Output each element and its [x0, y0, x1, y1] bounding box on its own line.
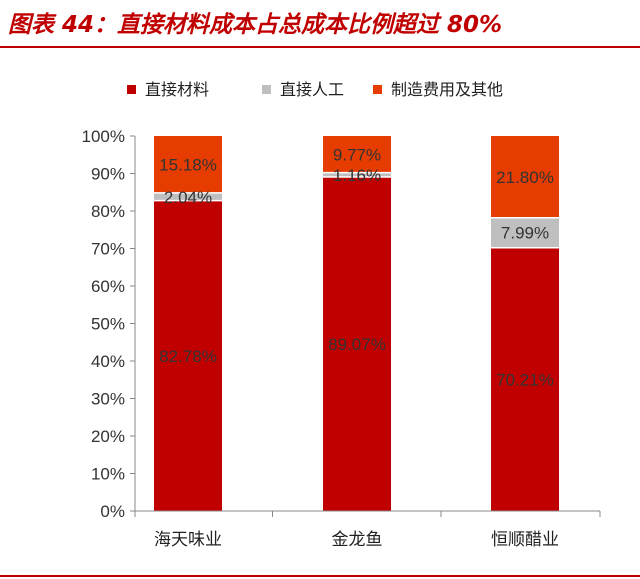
y-tick-label: 90% [91, 165, 125, 184]
x-category-label: 恒顺醋业 [491, 530, 559, 550]
legend-swatch-direct-labor [262, 85, 271, 94]
x-axis: 海天味业 金龙鱼 恒顺醋业 [134, 510, 601, 550]
data-label-direct-labor: 7.99% [501, 224, 549, 243]
data-label-direct-material: 89.07% [328, 335, 386, 354]
y-axis: 0% 10% 20% 30% 40% 50% 60% 70% 80% 90% 100% [82, 127, 136, 521]
y-tick-label: 60% [91, 277, 125, 296]
y-tick-label: 100% [82, 127, 125, 146]
chart-legend: 直接材料 直接人工 制造费用及其他 [127, 80, 503, 99]
data-labels: 82.78% 2.04% 15.18% 89.07% 1.16% 9.77% 70.21% 7… [159, 145, 554, 389]
data-label-direct-material: 82.78% [159, 347, 217, 366]
y-tick-label: 10% [91, 465, 125, 484]
bar-segment-manufacturing [323, 136, 391, 173]
legend-label-direct-material: 直接材料 [145, 80, 209, 99]
data-label-manufacturing: 9.77% [333, 145, 381, 164]
legend-swatch-manufacturing [373, 85, 382, 94]
y-tick-label: 0% [100, 502, 125, 521]
y-tick-label: 80% [91, 202, 125, 221]
x-category-label: 海天味业 [154, 530, 222, 550]
bar-segment-direct-labor [491, 217, 559, 248]
bar-segment-manufacturing [491, 136, 559, 218]
legend-label-direct-labor: 直接人工 [280, 80, 344, 99]
x-category-label: 金龙鱼 [332, 530, 383, 550]
bar-segment-direct-labor [323, 172, 391, 177]
y-tick-label: 40% [91, 352, 125, 371]
bar-segment-direct-labor [154, 192, 222, 201]
data-label-direct-labor: 1.16% [333, 166, 381, 185]
y-tick-label: 70% [91, 240, 125, 259]
data-label-direct-labor: 2.04% [164, 188, 212, 207]
title-underline [0, 46, 640, 48]
bar-segment-direct-material [491, 247, 559, 511]
bar-stacks [154, 136, 559, 512]
bar-segment-direct-material [154, 200, 222, 511]
data-label-manufacturing: 21.80% [496, 168, 554, 187]
y-tick-label: 30% [91, 390, 125, 409]
legend-swatch-direct-material [127, 85, 136, 94]
figure-title: 图表 44：直接材料成本占总成本比例超过 80% [8, 12, 503, 38]
y-tick-label: 50% [91, 315, 125, 334]
data-label-direct-material: 70.21% [496, 370, 554, 389]
bar-segment-manufacturing [154, 136, 222, 193]
legend-label-manufacturing: 制造费用及其他 [391, 80, 503, 99]
bar-segment-direct-material [323, 176, 391, 512]
y-tick-label: 20% [91, 427, 125, 446]
data-label-manufacturing: 15.18% [159, 155, 217, 174]
bottom-rule [0, 575, 640, 577]
